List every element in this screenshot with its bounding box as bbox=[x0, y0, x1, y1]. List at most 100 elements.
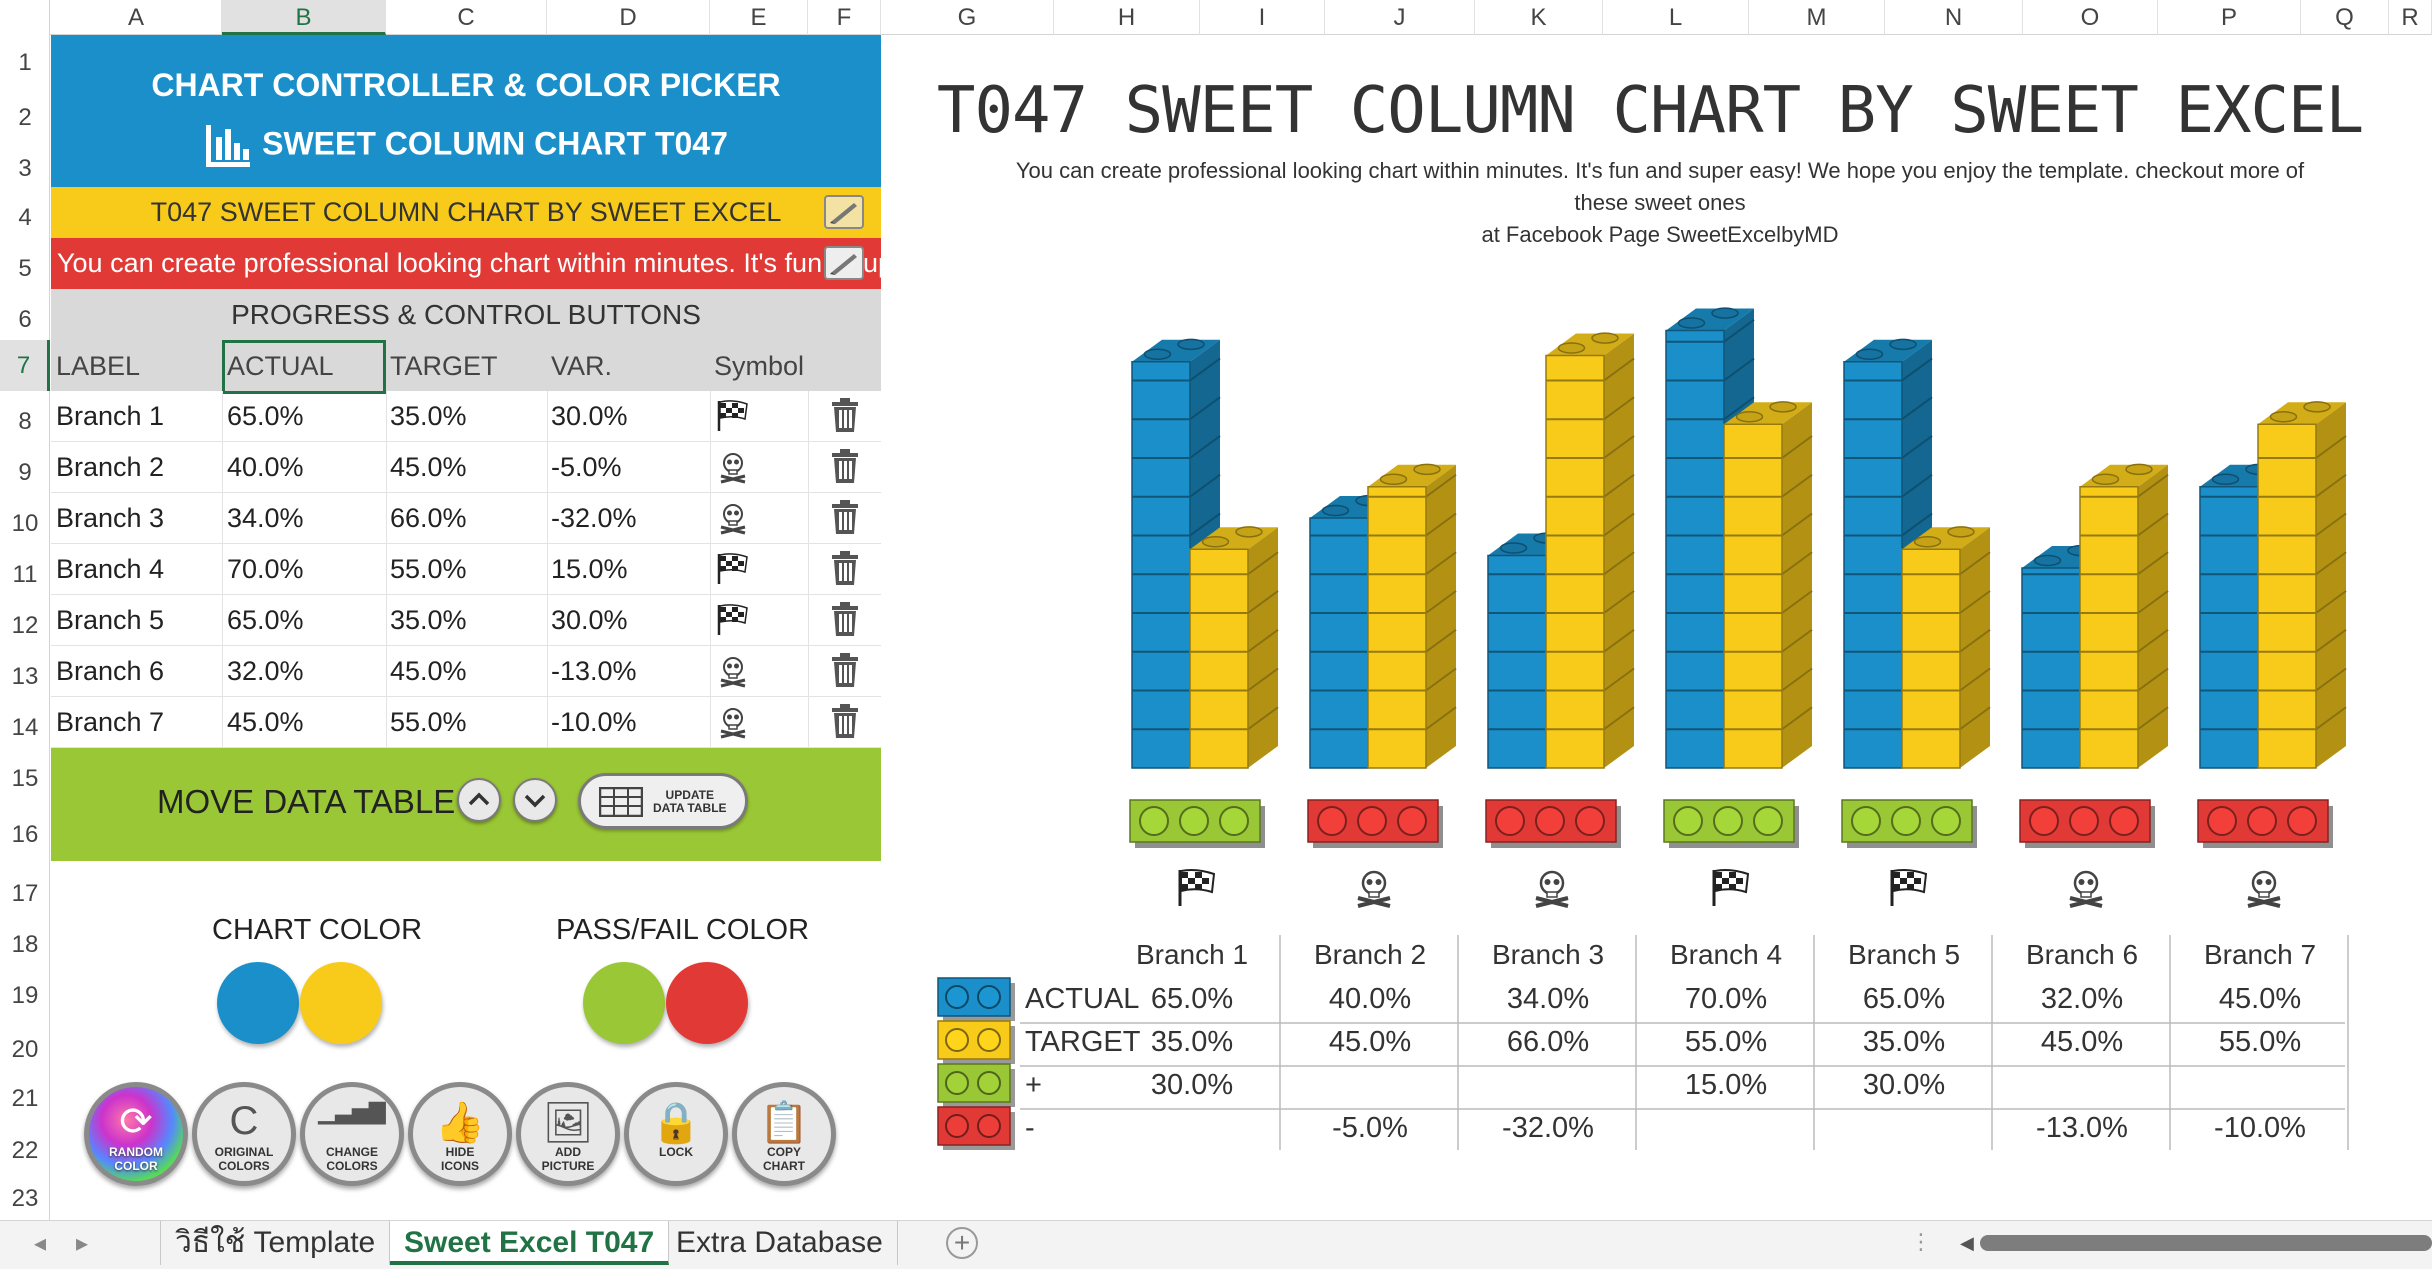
tab-split-handle-icon[interactable]: ⋮ bbox=[1910, 1229, 1932, 1254]
tab-template-guide[interactable]: วิธีใช้ Template bbox=[160, 1221, 391, 1265]
copy-chart-button[interactable]: 📋 COPY CHART bbox=[732, 1082, 836, 1186]
cell-target[interactable]: 35.0% bbox=[390, 605, 467, 635]
cell-label[interactable]: Branch 4 bbox=[56, 554, 165, 584]
pass-color-swatch[interactable] bbox=[583, 962, 665, 1044]
cell-actual[interactable]: 45.0% bbox=[227, 707, 304, 737]
trash-icon[interactable] bbox=[829, 397, 861, 433]
horizontal-scrollbar[interactable]: ◀ bbox=[1960, 1233, 2432, 1253]
col-header-g[interactable]: G bbox=[881, 0, 1054, 35]
data-row[interactable]: Branch 3 34.0% 66.0% -32.0% bbox=[51, 493, 881, 544]
lock-button[interactable]: 🔒 LOCK bbox=[624, 1082, 728, 1186]
move-down-button[interactable] bbox=[513, 778, 557, 822]
scroll-thumb[interactable] bbox=[1980, 1235, 2432, 1251]
description-cell[interactable]: You can create professional looking char… bbox=[51, 238, 881, 289]
branch-group[interactable] bbox=[1487, 332, 1635, 769]
row-header-22[interactable]: 22 bbox=[11, 1137, 39, 1164]
add-sheet-icon[interactable]: + bbox=[946, 1227, 978, 1259]
prev-sheet-icon[interactable]: ◂ bbox=[34, 1230, 47, 1257]
cell-label[interactable]: Branch 3 bbox=[56, 503, 165, 533]
cell-label[interactable]: Branch 6 bbox=[56, 656, 165, 686]
trash-icon[interactable] bbox=[829, 499, 861, 535]
data-row[interactable]: Branch 7 45.0% 55.0% -10.0% bbox=[51, 697, 881, 748]
cell-var[interactable]: -32.0% bbox=[551, 503, 637, 533]
target-column[interactable] bbox=[1367, 463, 1457, 769]
cell-var[interactable]: -10.0% bbox=[551, 707, 637, 737]
update-data-table-button[interactable]: UPDATE DATA TABLE bbox=[578, 773, 748, 829]
cell-actual[interactable]: 65.0% bbox=[227, 605, 304, 635]
next-sheet-icon[interactable]: ▸ bbox=[76, 1230, 89, 1257]
chart-title-cell[interactable]: T047 SWEET COLUMN CHART BY SWEET EXCEL bbox=[51, 187, 881, 238]
col-header-d[interactable]: D bbox=[547, 0, 710, 35]
row-header-21[interactable]: 21 bbox=[11, 1085, 39, 1112]
col-header-e[interactable]: E bbox=[710, 0, 808, 35]
trash-icon[interactable] bbox=[829, 703, 861, 739]
branch-group[interactable] bbox=[1665, 307, 1813, 769]
branch-group[interactable] bbox=[1131, 338, 1279, 769]
row-header-12[interactable]: 12 bbox=[11, 612, 39, 639]
row-header-5[interactable]: 5 bbox=[18, 255, 32, 282]
cell-label[interactable]: Branch 1 bbox=[56, 401, 165, 431]
row-header-7[interactable]: 7 bbox=[0, 340, 50, 391]
row-header-18[interactable]: 18 bbox=[11, 931, 39, 958]
cell-var[interactable]: 15.0% bbox=[551, 554, 628, 584]
data-row[interactable]: Branch 2 40.0% 45.0% -5.0% bbox=[51, 442, 881, 493]
cell-actual[interactable]: 70.0% bbox=[227, 554, 304, 584]
fail-color-swatch[interactable] bbox=[666, 962, 748, 1044]
data-row[interactable]: Branch 4 70.0% 55.0% 15.0% bbox=[51, 544, 881, 595]
branch-group[interactable] bbox=[1309, 463, 1457, 769]
cell-target[interactable]: 55.0% bbox=[390, 554, 467, 584]
row-header-17[interactable]: 17 bbox=[11, 880, 39, 907]
col-header-h[interactable]: H bbox=[1054, 0, 1200, 35]
row-header-14[interactable]: 14 bbox=[11, 714, 39, 741]
cell-var[interactable]: -5.0% bbox=[551, 452, 622, 482]
target-column[interactable] bbox=[2079, 463, 2169, 769]
col-header-b[interactable]: B bbox=[222, 0, 386, 35]
row-header-4[interactable]: 4 bbox=[18, 204, 32, 231]
select-all-corner[interactable] bbox=[0, 0, 50, 35]
cell-target[interactable]: 45.0% bbox=[390, 452, 467, 482]
col-header-k[interactable]: K bbox=[1475, 0, 1603, 35]
branch-group[interactable] bbox=[1843, 338, 1991, 769]
cell-label[interactable]: Branch 5 bbox=[56, 605, 165, 635]
cell-target[interactable]: 45.0% bbox=[390, 656, 467, 686]
col-header-j[interactable]: J bbox=[1325, 0, 1475, 35]
data-row[interactable]: Branch 6 32.0% 45.0% -13.0% bbox=[51, 646, 881, 697]
cell-var[interactable]: -13.0% bbox=[551, 656, 637, 686]
col-header-l[interactable]: L bbox=[1603, 0, 1749, 35]
branch-group[interactable] bbox=[2021, 463, 2169, 769]
cell-actual[interactable]: 65.0% bbox=[227, 401, 304, 431]
col-header-p[interactable]: P bbox=[2158, 0, 2301, 35]
row-header-3[interactable]: 3 bbox=[18, 155, 32, 182]
row-header-10[interactable]: 10 bbox=[11, 510, 39, 537]
original-colors-button[interactable]: C ORIGINAL COLORS bbox=[192, 1082, 296, 1186]
col-header-n[interactable]: N bbox=[1885, 0, 2023, 35]
row-header-1[interactable]: 1 bbox=[18, 49, 32, 76]
cell-target[interactable]: 66.0% bbox=[390, 503, 467, 533]
cell-actual[interactable]: 34.0% bbox=[227, 503, 304, 533]
data-row[interactable]: Branch 1 65.0% 35.0% 30.0% bbox=[51, 391, 881, 442]
target-column[interactable] bbox=[1189, 526, 1279, 769]
trash-icon[interactable] bbox=[829, 601, 861, 637]
col-header-i[interactable]: I bbox=[1200, 0, 1325, 35]
move-up-button[interactable] bbox=[457, 778, 501, 822]
row-header-15[interactable]: 15 bbox=[11, 765, 39, 792]
data-row[interactable]: Branch 5 65.0% 35.0% 30.0% bbox=[51, 595, 881, 646]
row-header-23[interactable]: 23 bbox=[11, 1185, 39, 1212]
trash-icon[interactable] bbox=[829, 448, 861, 484]
row-header-9[interactable]: 9 bbox=[18, 459, 32, 486]
col-header-q[interactable]: Q bbox=[2301, 0, 2389, 35]
random-color-button[interactable]: ⟳ RANDOM COLOR bbox=[84, 1082, 188, 1186]
cell-label[interactable]: Branch 7 bbox=[56, 707, 165, 737]
cell-actual[interactable]: 40.0% bbox=[227, 452, 304, 482]
cell-actual[interactable]: 32.0% bbox=[227, 656, 304, 686]
row-header-8[interactable]: 8 bbox=[18, 408, 32, 435]
hide-icons-button[interactable]: 👍 HIDE ICONS bbox=[408, 1082, 512, 1186]
scroll-left-icon[interactable]: ◀ bbox=[1960, 1233, 1974, 1253]
col-header-f[interactable]: F bbox=[808, 0, 881, 35]
row-header-2[interactable]: 2 bbox=[18, 104, 32, 131]
cell-target[interactable]: 35.0% bbox=[390, 401, 467, 431]
target-color-swatch[interactable] bbox=[300, 962, 382, 1044]
active-cell-b7[interactable] bbox=[222, 340, 386, 394]
row-header-6[interactable]: 6 bbox=[18, 306, 32, 333]
trash-icon[interactable] bbox=[829, 652, 861, 688]
